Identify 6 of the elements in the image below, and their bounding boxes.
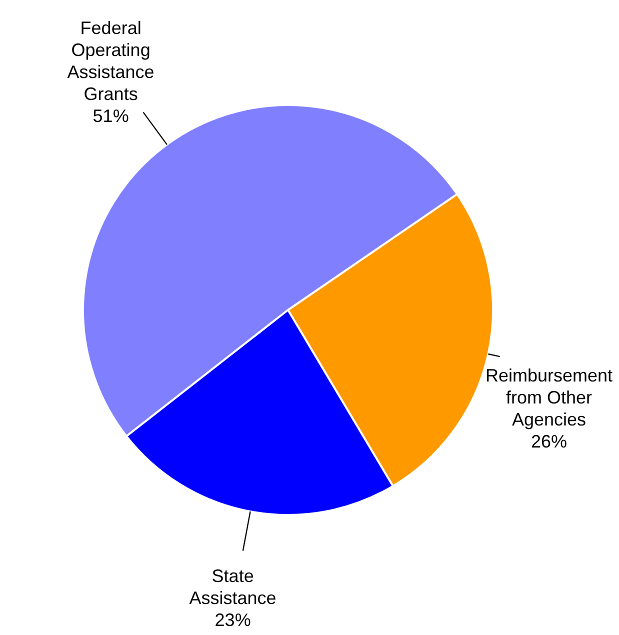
slice-label: State Assistance xyxy=(189,566,276,608)
slice-label: Reimbursement from Other Agencies xyxy=(485,366,613,430)
data-label: 23% xyxy=(214,610,251,630)
data-label: 26% xyxy=(530,432,568,452)
data-label: 51% xyxy=(92,106,129,126)
slice-label: Federal Operating Assistance Grants xyxy=(67,18,154,104)
